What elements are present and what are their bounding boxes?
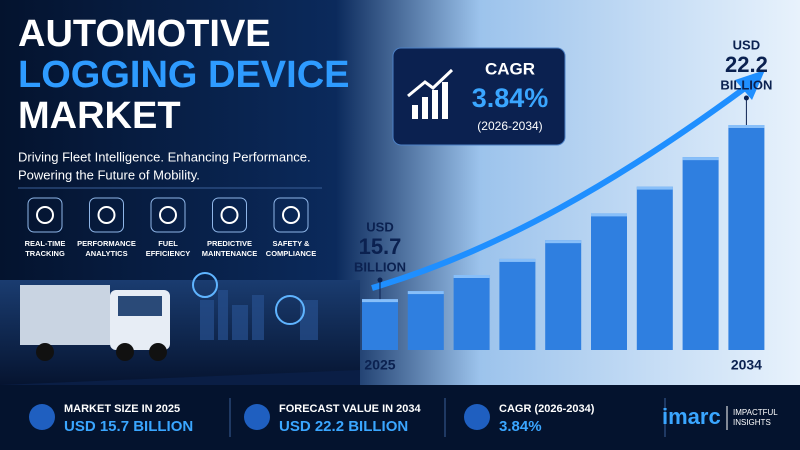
bar-top <box>453 275 490 278</box>
feature-glyph <box>159 206 177 224</box>
truck-scene <box>0 272 360 385</box>
value-label: 22.2 <box>725 52 768 77</box>
feature-label: FUEL <box>158 239 178 248</box>
feature-icon <box>212 197 247 233</box>
arrow-head <box>735 70 765 100</box>
feature-icon <box>89 197 124 233</box>
x-label: 2034 <box>731 357 762 373</box>
stat-value: USD 22.2 BILLION <box>279 418 408 435</box>
feature-icon <box>150 197 186 233</box>
bar-top <box>636 186 673 190</box>
bar-top <box>362 299 398 303</box>
feature-label: PERFORMANCE <box>77 239 136 248</box>
bar-top <box>682 157 719 161</box>
stat-icon <box>244 404 270 430</box>
feature-label: EFFICIENCY <box>146 249 191 258</box>
feature-glyph <box>220 206 239 224</box>
title: AUTOMOTIVE <box>18 13 271 55</box>
bar <box>407 291 444 350</box>
feature-icon <box>27 197 63 233</box>
title: MARKET <box>18 95 181 137</box>
cagr-period: (2026-2034) <box>477 119 542 133</box>
bar-top <box>591 213 627 217</box>
bar <box>499 258 536 350</box>
growth-arrow <box>371 85 747 291</box>
stat-value: 3.84% <box>499 418 542 435</box>
value-label: BILLION <box>354 259 406 274</box>
stats: MARKET SIZE IN 2025 USD 15.7 BILLION FOREC… <box>29 398 666 437</box>
cagr-box <box>392 47 566 146</box>
title: LOGGING DEVICE <box>18 54 349 96</box>
cagr-icon <box>407 68 454 119</box>
bar <box>362 299 398 350</box>
stat-value: USD 15.7 BILLION <box>64 418 193 435</box>
feature-label: MAINTENANCE <box>202 249 257 258</box>
feature-glyph <box>36 206 54 224</box>
feature-label: COMPLIANCE <box>266 249 316 258</box>
bar <box>636 186 673 350</box>
feature-label: REAL-TIME <box>25 239 66 248</box>
stat-label: CAGR (2026-2034) <box>499 403 595 415</box>
subtitle: Powering the Future of Mobility. <box>18 167 200 182</box>
logo-tagline: IMPACTFUL <box>733 408 778 417</box>
value-label: USD <box>366 219 393 234</box>
stat-label: MARKET SIZE IN 2025 <box>64 403 180 415</box>
feature-label: SAFETY & <box>273 239 311 248</box>
feature-icon <box>273 197 309 233</box>
bar <box>682 157 719 350</box>
value-label: BILLION <box>720 77 772 92</box>
label-dot <box>377 277 383 283</box>
cagr-value: 3.84% <box>472 83 549 113</box>
feature-label: PREDICTIVE <box>207 239 252 248</box>
stats-bar <box>0 385 800 450</box>
bar <box>545 240 582 350</box>
feature-label: ANALYTICS <box>85 249 127 258</box>
bar-top <box>545 240 582 244</box>
subtitle: Driving Fleet Intelligence. Enhancing Pe… <box>18 149 311 164</box>
bar-top <box>499 258 536 262</box>
feature-glyph <box>282 206 300 224</box>
stat-icon <box>29 404 55 430</box>
x-label: 2025 <box>364 357 395 373</box>
value-label: USD <box>733 37 760 52</box>
bar-top <box>407 291 444 295</box>
bar <box>728 125 765 350</box>
bar <box>591 213 627 350</box>
logo-tagline: INSIGHTS <box>733 418 771 427</box>
logo: imarc <box>662 404 721 429</box>
feature-glyph <box>97 206 116 224</box>
stat-icon <box>464 404 490 430</box>
feature-label: TRACKING <box>25 249 65 258</box>
cagr-label: CAGR <box>485 59 535 78</box>
bar-top <box>728 125 765 128</box>
stat-label: FORECAST VALUE IN 2034 <box>279 403 421 415</box>
bar <box>453 275 490 350</box>
value-label: 15.7 <box>359 234 402 259</box>
label-dot <box>743 95 749 101</box>
